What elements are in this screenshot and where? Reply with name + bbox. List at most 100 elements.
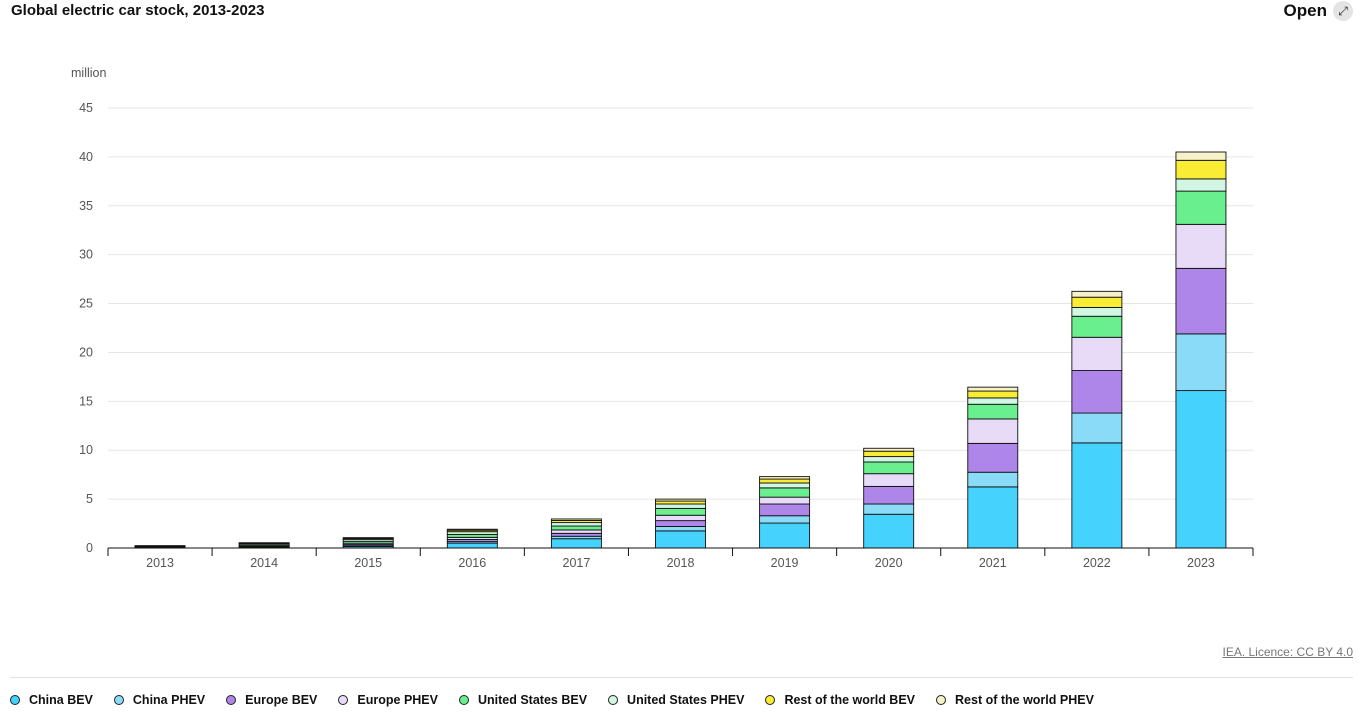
bar-segment[interactable] [1175,190,1227,225]
bar-segment[interactable] [1071,307,1123,317]
legend-label: Rest of the world BEV [784,693,916,707]
bar-segment[interactable] [1071,296,1123,308]
expand-icon[interactable]: ⤢ [1333,1,1353,21]
bar-segment[interactable] [967,386,1019,392]
x-tick-label: 2021 [979,556,1007,570]
bar-segment[interactable] [446,542,498,549]
bar-segment[interactable] [759,482,811,489]
bar-segment[interactable] [967,403,1019,420]
legend-swatch [458,695,469,705]
open-button-label: Open [1283,1,1327,20]
bar-segment[interactable] [967,397,1019,405]
legend-item[interactable]: China BEV [10,693,93,707]
bar-segment[interactable] [1175,390,1227,549]
bar-segment[interactable] [655,514,706,522]
bar-segment[interactable] [759,515,811,524]
bar-segment[interactable] [1071,315,1123,338]
bar-stack-2021[interactable] [967,386,1019,549]
legend-swatch [113,695,124,705]
bar-segment[interactable] [759,522,811,549]
bar-segment[interactable] [550,538,602,549]
open-button[interactable]: Open ⤢ [1284,1,1353,21]
y-tick-label: 25 [79,297,93,311]
legend-item[interactable]: Rest of the world PHEV [936,693,1094,707]
legend-swatch [338,695,349,705]
bar-segment[interactable] [863,456,915,463]
bar-segment[interactable] [1071,290,1123,298]
bar-segment[interactable] [550,525,602,531]
bar-segment[interactable] [446,528,498,531]
legend-item[interactable]: Europe BEV [226,693,317,707]
legend-item[interactable]: United States BEV [458,693,587,707]
bar-segment[interactable] [1175,267,1227,335]
legend-swatch [765,695,776,705]
legend-item[interactable]: Rest of the world BEV [765,693,915,707]
bar-segment[interactable] [655,507,706,516]
bar-segment[interactable] [550,529,602,534]
y-tick-label: 5 [86,492,93,506]
bar-segment[interactable] [550,518,602,521]
bar-segment[interactable] [1175,333,1227,392]
bar-stack-2019[interactable] [759,476,811,549]
y-tick-label: 15 [79,394,93,408]
bar-stack-2020[interactable] [863,447,915,549]
bar-stack-2023[interactable] [1175,151,1227,549]
bar-segment[interactable] [863,513,915,549]
bar-segment[interactable] [655,530,706,549]
bar-segment[interactable] [863,447,915,452]
bar-segment[interactable] [759,487,811,498]
chart-title: Global electric car stock, 2013-2023 [11,2,265,19]
bar-segment[interactable] [967,390,1019,399]
x-tick-label: 2013 [146,556,174,570]
bar-segment[interactable] [1175,151,1227,161]
bar-segment[interactable] [655,526,706,532]
bar-segment[interactable] [863,485,915,505]
bar-stack-2015[interactable] [342,537,394,549]
bar-segment[interactable] [1175,159,1227,180]
bar-segment[interactable] [967,471,1019,488]
bar-segment[interactable] [759,478,811,484]
y-tick-label: 20 [79,345,93,359]
bar-stack-2017[interactable] [550,518,602,549]
bar-segment[interactable] [1175,178,1227,192]
bar-segment[interactable] [759,476,811,480]
bar-segment[interactable] [759,503,811,517]
bar-segment[interactable] [967,418,1019,444]
bar-segment[interactable] [655,498,706,502]
bar-segment[interactable] [550,522,602,527]
bar-segment[interactable] [342,537,394,539]
bar-segment[interactable] [759,496,811,505]
bar-segment[interactable] [863,473,915,487]
legend-item[interactable]: China PHEV [113,693,206,707]
y-tick-label: 30 [79,248,93,262]
bar-segment[interactable] [863,503,915,515]
gridlines [108,107,1253,500]
bar-segment[interactable] [863,450,915,458]
bar-stack-2022[interactable] [1071,290,1123,549]
y-tick-label: 0 [86,541,93,555]
bar-segment[interactable] [863,461,915,475]
legend-swatch [608,695,619,705]
bar-segment[interactable] [967,442,1019,473]
bar-segment[interactable] [1175,223,1227,269]
x-axis: 2013 2014 2015 2016 2017 2018 2019 2020 2021 2022… [107,547,1254,570]
bar-segment[interactable] [1071,412,1123,444]
bar-segment[interactable] [1071,370,1123,414]
bar-segment[interactable] [655,520,706,527]
bar-segment[interactable] [967,486,1019,549]
legend-label: China PHEV [132,693,206,707]
bar-stack-2014[interactable] [238,542,290,549]
bar-segment[interactable] [1071,442,1123,549]
legend-item[interactable]: Europe PHEV [338,693,438,707]
legend-label: United States PHEV [627,693,745,707]
bar-stack-2016[interactable] [446,528,498,549]
licence-link[interactable]: IEA. Licence: CC BY 4.0 [1222,645,1353,659]
legend-divider [10,677,1353,678]
legend-swatch [936,695,947,705]
bar-segment[interactable] [1071,336,1123,371]
legend-label: China BEV [29,693,93,707]
bar-stack-2018[interactable] [655,498,706,549]
bar-segment[interactable] [655,503,706,509]
y-axis-label: million [71,66,106,80]
legend-item[interactable]: United States PHEV [608,693,744,707]
